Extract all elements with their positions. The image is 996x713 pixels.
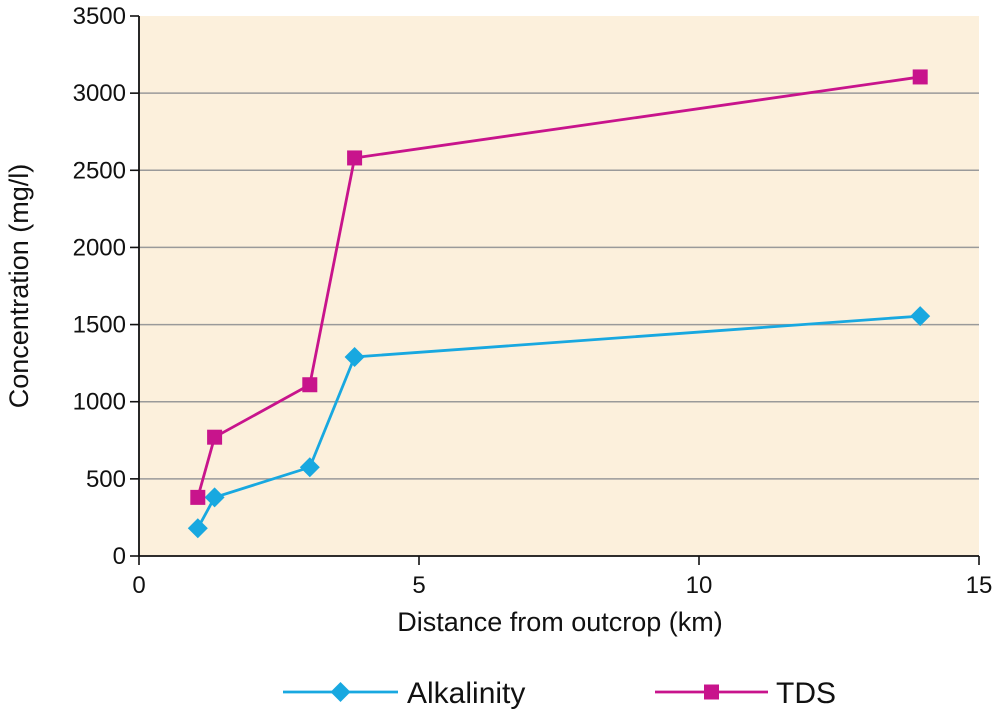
y-tick-label-1500: 1500 <box>73 312 126 339</box>
series-alkalinity <box>187 306 931 539</box>
series-tds <box>190 69 928 505</box>
x-tick-label-10: 10 <box>686 572 713 599</box>
data-point-tds-3 <box>347 150 363 166</box>
x-tick-label-0: 0 <box>132 572 145 599</box>
x-axis-title: Distance from outcrop (km) <box>397 607 723 637</box>
data-point-alkalinity-1 <box>204 487 225 508</box>
axes <box>138 16 979 557</box>
legend-label-tds: TDS <box>776 677 836 710</box>
y-tick-label-0: 0 <box>113 543 126 570</box>
x-axis-ticks: 0 5 10 15 <box>132 556 992 599</box>
legend-marker-tds <box>704 684 719 700</box>
y-axis-title: Concentration (mg/l) <box>4 164 34 409</box>
y-tick-label-2500: 2500 <box>73 157 126 184</box>
x-tick-label-5: 5 <box>412 572 425 599</box>
y-tick-label-3500: 3500 <box>73 3 126 30</box>
legend-marker-alkalinity <box>330 682 351 702</box>
data-point-alkalinity-3 <box>344 346 365 367</box>
x-tick-label-15: 15 <box>966 572 993 599</box>
legend-item-alkalinity: Alkalinity <box>283 677 525 710</box>
series-group <box>187 69 931 539</box>
plot-background <box>139 16 979 556</box>
legend-item-tds: TDS <box>655 677 836 710</box>
y-tick-label-500: 500 <box>86 466 126 493</box>
data-point-tds-1 <box>207 429 223 445</box>
data-point-tds-4 <box>912 69 928 85</box>
y-tick-label-1000: 1000 <box>73 389 126 416</box>
data-point-alkalinity-0 <box>187 518 208 539</box>
y-tick-label-3000: 3000 <box>73 80 126 107</box>
data-point-tds-0 <box>190 489 206 505</box>
data-point-alkalinity-2 <box>299 457 320 478</box>
y-tick-label-2000: 2000 <box>73 234 126 261</box>
data-point-tds-2 <box>302 377 318 393</box>
data-point-alkalinity-4 <box>910 306 931 327</box>
y-axis-ticks: 0 500 1000 1500 2000 2500 3000 3500 <box>73 3 139 570</box>
legend-label-alkalinity: Alkalinity <box>407 677 525 710</box>
legend: Alkalinity TDS <box>283 677 836 710</box>
